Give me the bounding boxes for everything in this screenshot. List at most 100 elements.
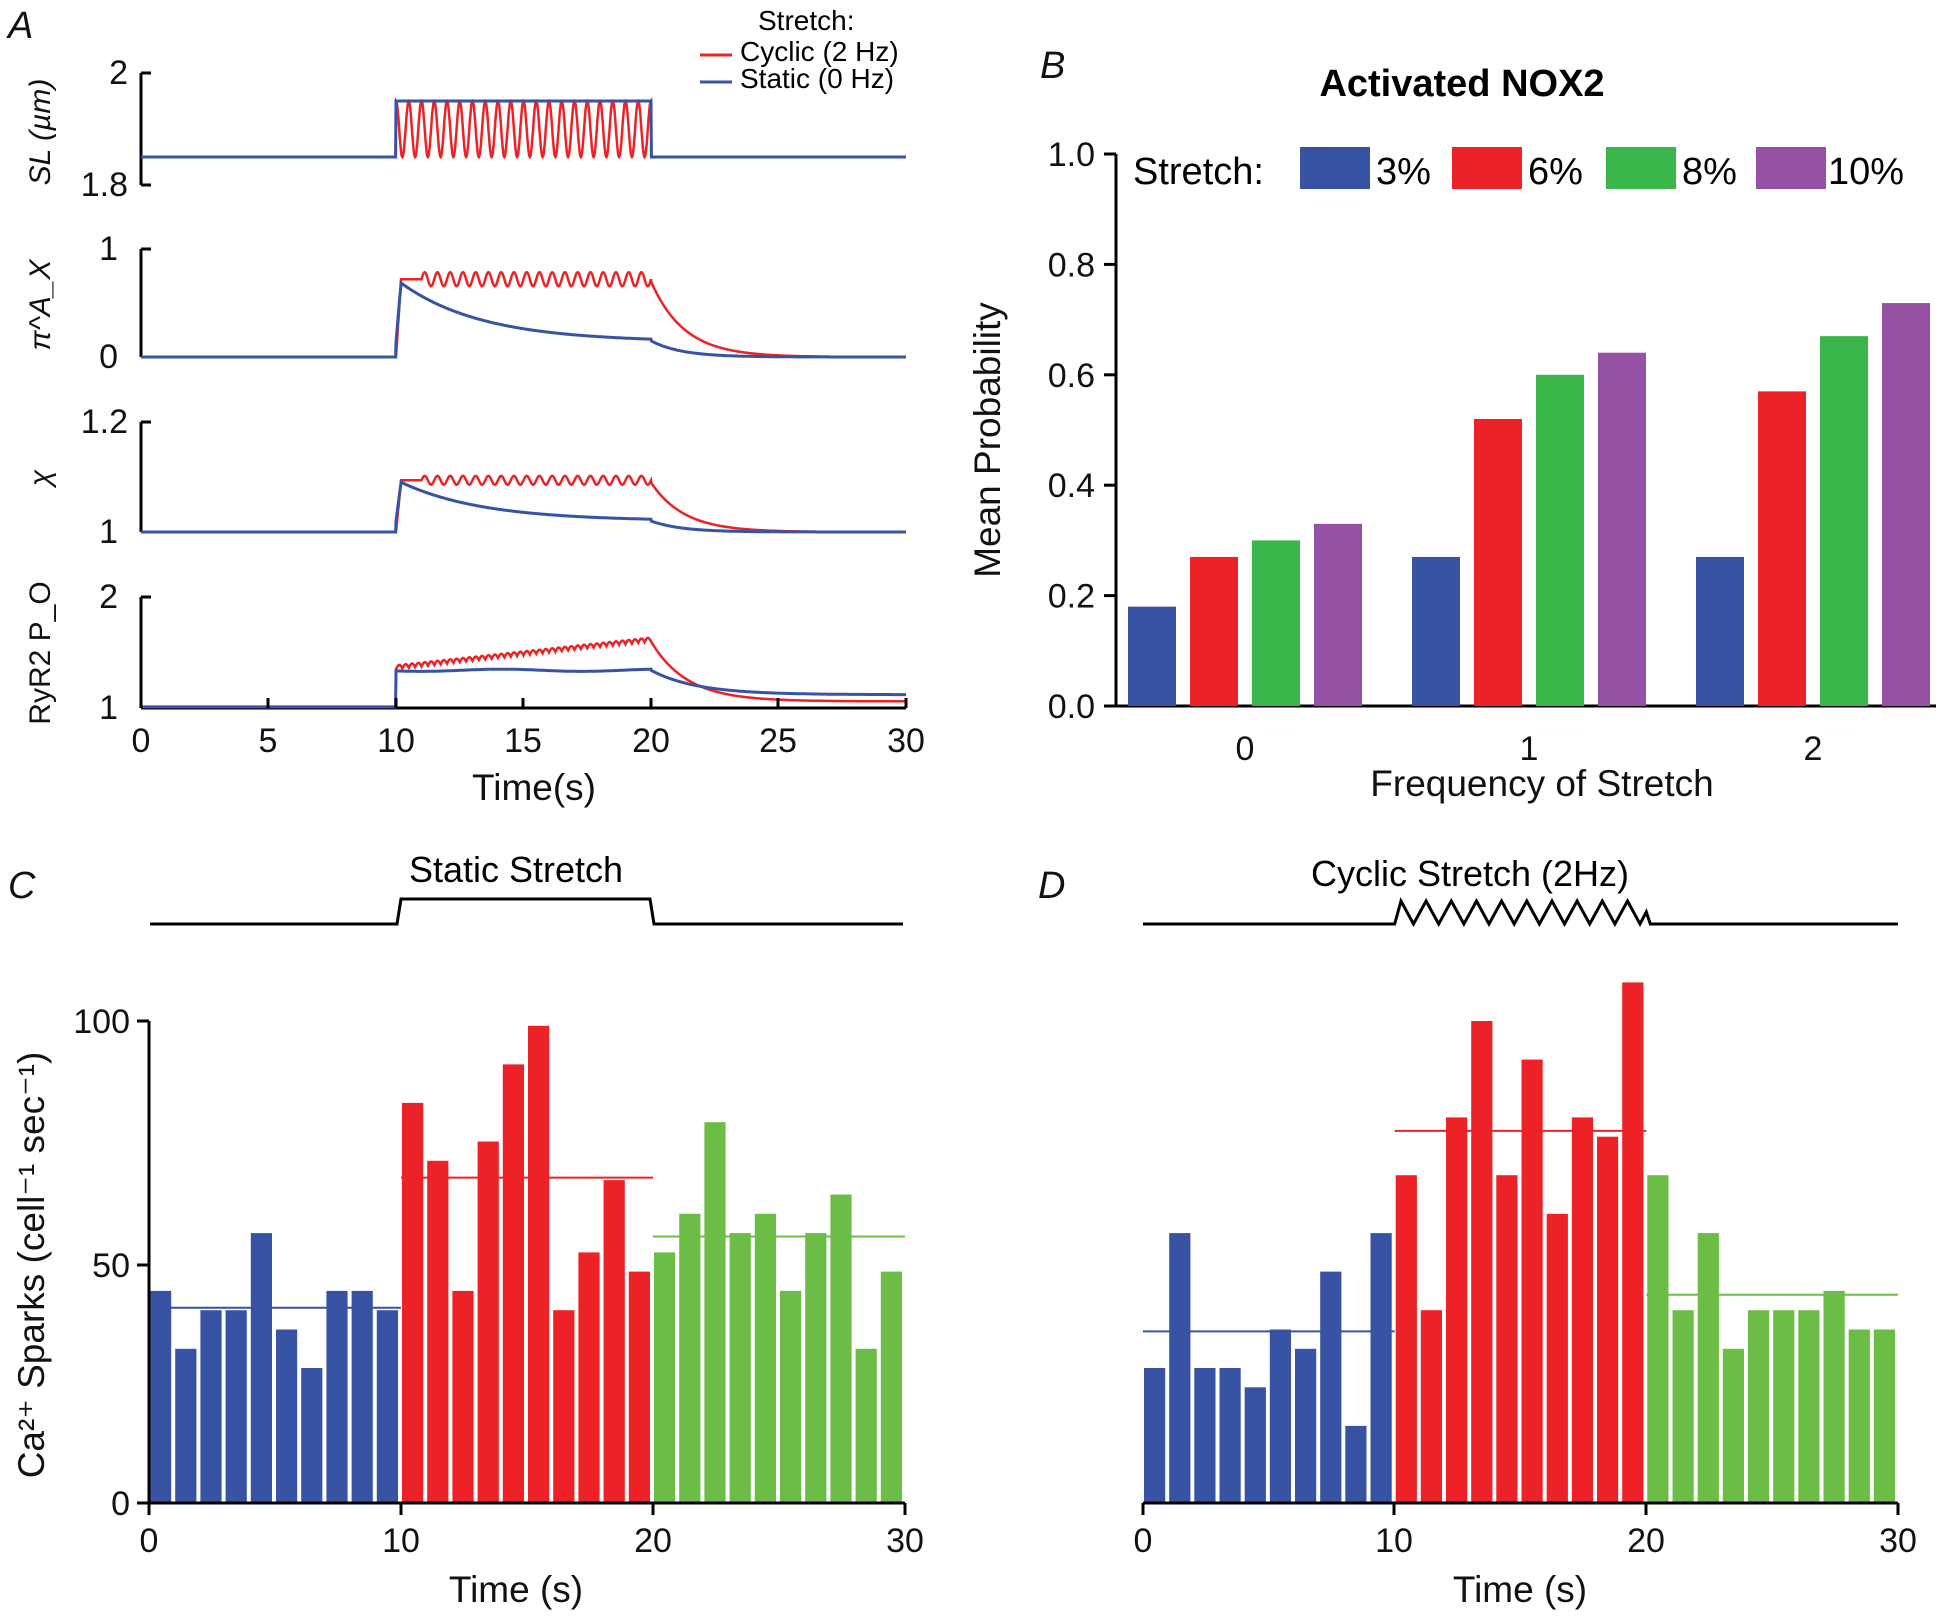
sl-ytick-label: 2 [109, 54, 128, 92]
spark-bar-22 [704, 1122, 726, 1503]
ryr2-ylabel: RyR2 P_O [24, 581, 57, 724]
b-ytick-label: 1.0 [1048, 136, 1095, 174]
b-ytick-label: 0.8 [1048, 246, 1095, 284]
spark-bar-8 [1345, 1425, 1367, 1503]
spark-bar-17 [578, 1252, 600, 1503]
b-legend-label-8pct: 8% [1682, 151, 1737, 193]
spark-bar-23 [1722, 1348, 1744, 1503]
d-bars [1144, 982, 1895, 1503]
b-ylabel: Mean Probability [967, 302, 1008, 578]
c-ytick-label: 100 [73, 1003, 130, 1041]
spark-bar-7 [1320, 1271, 1342, 1503]
spark-bar-0 [150, 1290, 172, 1503]
c-mean-lines [149, 1176, 905, 1309]
ryr2-cyclic-line [141, 636, 906, 709]
b-xlabel: Frequency of Stretch [1370, 763, 1713, 804]
b-xtick-label: 0 [1236, 730, 1255, 768]
a-xtick-label: 10 [377, 722, 415, 760]
b-ytick-label: 0.6 [1048, 357, 1095, 395]
b-bar-3pct-1 [1412, 556, 1460, 706]
panel-letter-d: D [1038, 865, 1065, 907]
spark-bar-20 [654, 1252, 676, 1503]
spark-bar-15 [528, 1025, 550, 1503]
b-ytick-label: 0.2 [1048, 578, 1095, 616]
spark-bar-2 [1194, 1368, 1216, 1503]
b-bar-6pct-2 [1758, 391, 1806, 706]
spark-bar-10 [1395, 1175, 1417, 1503]
spark-bar-11 [1420, 1310, 1442, 1503]
panel-a: A Stretch: Cyclic (2 Hz) Static (0 Hz) 2… [6, 5, 925, 808]
spark-bar-29 [1873, 1329, 1895, 1503]
spark-bar-1 [175, 1348, 197, 1503]
sl-static-line [141, 99, 906, 159]
spark-bar-12 [1446, 1117, 1468, 1503]
sl-ytick-label: 1.8 [81, 166, 128, 204]
c-title: Static Stretch [409, 849, 623, 890]
d-xlabel: Time (s) [1453, 1569, 1587, 1610]
subplot-sl: 2 1.8 SL (µm) [24, 54, 906, 204]
spark-bar-20 [1647, 1175, 1669, 1503]
b-legend-swatch-3pct [1300, 147, 1370, 189]
subplot-chi: 1.2 1 χ [24, 403, 906, 551]
d-xtick-label: 30 [1879, 1522, 1917, 1560]
b-bars [1128, 303, 1930, 706]
spark-bar-29 [880, 1271, 902, 1503]
spark-bar-6 [1295, 1348, 1317, 1503]
spark-bar-6 [301, 1368, 323, 1503]
legend-a: Stretch: Cyclic (2 Hz) Static (0 Hz) [700, 5, 899, 94]
a-xtick-label: 25 [759, 722, 797, 760]
b-bar-6pct-0 [1190, 556, 1238, 706]
c-ytick-label: 50 [92, 1247, 130, 1285]
spark-bar-5 [1269, 1329, 1291, 1503]
d-xtick-label: 10 [1375, 1522, 1413, 1560]
b-bar-6pct-1 [1474, 418, 1522, 706]
spark-bar-9 [376, 1310, 398, 1503]
b-legend-label-10pct: 10% [1828, 151, 1904, 193]
a-xtick-label: 20 [632, 722, 670, 760]
spark-bar-16 [553, 1310, 575, 1503]
spark-bar-1 [1169, 1233, 1191, 1503]
ryr2-ytick-label: 2 [99, 578, 118, 616]
spark-bar-28 [855, 1348, 877, 1503]
spark-bar-3 [225, 1310, 247, 1503]
a-xtick-label: 5 [259, 722, 278, 760]
subplot-pi: 1 0 π^A_X [24, 230, 906, 376]
sl-cyclic-line [141, 96, 906, 160]
spark-bar-7 [326, 1290, 348, 1503]
b-bar-3pct-0 [1128, 606, 1176, 706]
spark-bar-23 [729, 1233, 751, 1503]
chi-ytick-label: 1.2 [81, 403, 128, 441]
b-x-ticks: 0 1 2 [1236, 730, 1823, 768]
spark-bar-21 [679, 1213, 701, 1503]
spark-bar-15 [1521, 1059, 1543, 1503]
spark-bar-27 [1823, 1290, 1845, 1503]
spark-bar-18 [603, 1180, 625, 1503]
pi-ylabel: π^A_X [24, 259, 57, 351]
c-ytick-label: 0 [111, 1485, 130, 1523]
c-stimulus-trace [150, 897, 903, 926]
spark-bar-11 [427, 1160, 449, 1503]
c-ylabel: Ca²⁺ Sparks (cell⁻¹ sec⁻¹) [11, 1052, 52, 1479]
spark-bar-10 [402, 1102, 424, 1503]
spark-bar-24 [754, 1213, 776, 1503]
sl-ylabel: SL (µm) [24, 79, 57, 186]
legend-a-static-label: Static (0 Hz) [740, 63, 894, 94]
spark-bar-9 [1370, 1233, 1392, 1503]
chi-ylabel: χ [24, 469, 57, 489]
spark-bar-17 [1571, 1117, 1593, 1503]
b-bar-10pct-1 [1598, 352, 1646, 706]
spark-bar-13 [477, 1141, 499, 1503]
b-bar-10pct-2 [1882, 303, 1930, 706]
chi-cyclic-line [141, 474, 906, 534]
a-xtick-label: 30 [887, 722, 925, 760]
c-xtick-label: 10 [382, 1522, 420, 1560]
spark-bar-21 [1672, 1310, 1694, 1503]
b-title: Activated NOX2 [1319, 63, 1604, 105]
chi-ytick-label: 1 [99, 513, 118, 551]
spark-bar-12 [452, 1290, 474, 1503]
ryr2-ytick-label: 1 [99, 689, 118, 727]
spark-bar-26 [1798, 1310, 1820, 1503]
spark-bar-2 [200, 1310, 222, 1503]
spark-bar-26 [805, 1233, 827, 1503]
